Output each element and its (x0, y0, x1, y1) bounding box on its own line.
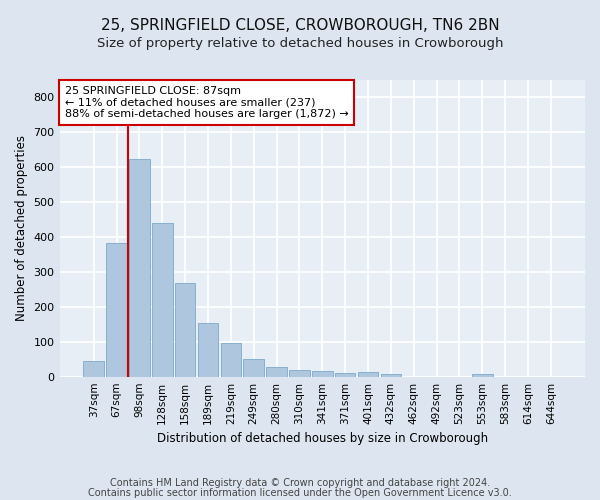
Bar (266, 366, 287, 376)
Bar (152, 223, 173, 376)
Bar (380, 374, 401, 376)
Bar (221, 343, 241, 376)
Bar (106, 243, 127, 376)
Bar (175, 283, 196, 376)
Y-axis label: Number of detached properties: Number of detached properties (15, 136, 28, 322)
Bar (244, 358, 264, 376)
Bar (312, 372, 332, 376)
Bar (129, 158, 150, 376)
Bar (198, 324, 218, 376)
Text: Contains public sector information licensed under the Open Government Licence v3: Contains public sector information licen… (88, 488, 512, 498)
Bar (289, 370, 310, 376)
X-axis label: Distribution of detached houses by size in Crowborough: Distribution of detached houses by size … (157, 432, 488, 445)
Text: Contains HM Land Registry data © Crown copyright and database right 2024.: Contains HM Land Registry data © Crown c… (110, 478, 490, 488)
Text: Size of property relative to detached houses in Crowborough: Size of property relative to detached ho… (97, 38, 503, 51)
Bar (472, 374, 493, 376)
Text: 25 SPRINGFIELD CLOSE: 87sqm
← 11% of detached houses are smaller (237)
88% of se: 25 SPRINGFIELD CLOSE: 87sqm ← 11% of det… (65, 86, 349, 119)
Text: 25, SPRINGFIELD CLOSE, CROWBOROUGH, TN6 2BN: 25, SPRINGFIELD CLOSE, CROWBOROUGH, TN6 … (101, 18, 499, 32)
Bar (335, 373, 355, 376)
Bar (83, 361, 104, 376)
Bar (358, 372, 378, 376)
